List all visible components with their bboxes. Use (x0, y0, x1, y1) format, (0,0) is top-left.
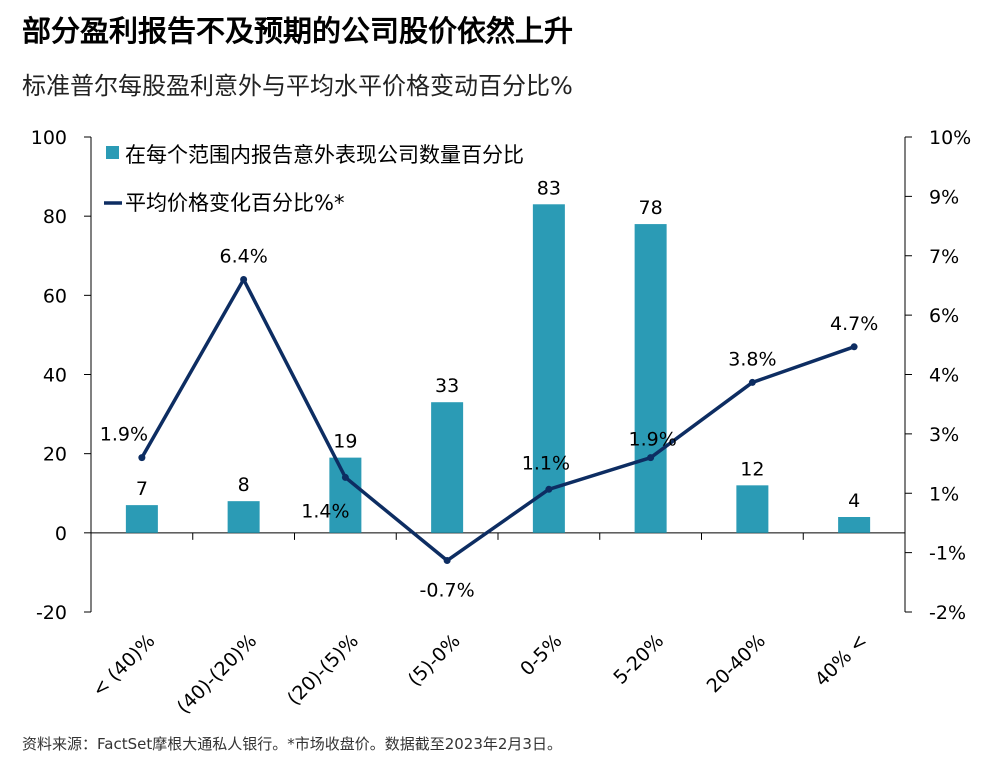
bar (838, 517, 871, 533)
bar-value-label: 33 (435, 375, 459, 397)
line-value-label: 6.4% (219, 246, 267, 268)
bar (532, 204, 565, 533)
line-value-label: -0.7% (420, 580, 475, 602)
line-point (341, 473, 349, 481)
category-label: < (40)% (88, 630, 159, 701)
left-axis-tick-label: 100 (31, 127, 67, 149)
line-point (647, 454, 655, 462)
line-point (748, 378, 756, 386)
left-axis-tick-label: -20 (36, 602, 67, 624)
category-label: (5)-0% (404, 630, 465, 691)
bar-value-label: 19 (333, 431, 357, 453)
right-axis-tick-label: 1% (929, 483, 959, 505)
bar-value-label: 78 (639, 197, 663, 219)
left-axis-tick-label: 20 (43, 444, 67, 466)
line-value-label: 3.8% (728, 348, 776, 370)
right-axis-tick-label: 10% (929, 127, 971, 149)
line-point (545, 485, 553, 493)
category-label: 40% < (811, 630, 872, 691)
source-note: 资料来源：FactSet摩根大通私人银行。*市场收盘价。数据截至2023年2月3… (22, 735, 562, 753)
line-value-label: 4.7% (830, 313, 878, 335)
left-axis-tick-label: 40 (43, 365, 67, 387)
bar (227, 501, 260, 533)
line-value-label: 1.4% (301, 500, 349, 522)
category-label: (40)-(20)% (173, 630, 261, 718)
bar (736, 485, 769, 533)
category-label: 20-40% (703, 630, 770, 697)
category-label: (20)-(5)% (283, 630, 363, 710)
line-point (138, 454, 146, 462)
right-axis-tick-label: 3% (929, 424, 959, 446)
legend-bar-swatch (106, 146, 119, 159)
legend-line-label: 平均价格变化百分比%* (125, 191, 344, 215)
right-axis-tick-label: 7% (929, 246, 959, 268)
line-value-label: 1.9% (100, 424, 148, 446)
bar (329, 457, 362, 533)
bar-value-label: 4 (848, 490, 860, 512)
right-axis-tick-label: -2% (929, 602, 966, 624)
line-value-label: 1.9% (628, 429, 676, 451)
legend-bar-label: 在每个范围内报告意外表现公司数量百分比 (125, 143, 524, 167)
bar (431, 402, 464, 533)
right-axis-tick-label: 4% (929, 365, 959, 387)
right-axis-tick-label: 6% (929, 305, 959, 327)
line-point (240, 276, 248, 283)
chart-title: 部分盈利报告不及预期的公司股价依然上升 (22, 14, 574, 48)
right-axis-tick-label: -1% (929, 543, 966, 565)
bar (634, 224, 667, 533)
category-label: 0-5% (516, 630, 566, 680)
left-axis-tick-label: 80 (43, 206, 67, 228)
line-value-label: 1.1% (522, 452, 570, 474)
bar-value-label: 8 (238, 474, 250, 496)
left-axis-tick-label: 0 (55, 523, 67, 545)
bar (125, 505, 158, 533)
chart-subtitle: 标准普尔每股盈利意外与平均水平价格变动百分比% (22, 72, 573, 100)
left-axis-tick-label: 60 (43, 285, 67, 307)
category-label: 5-20% (609, 630, 668, 689)
bar-value-label: 83 (537, 177, 561, 199)
line-point (443, 557, 451, 565)
line-series (140, 275, 855, 563)
bar-value-label: 12 (740, 458, 764, 480)
bar-value-label: 7 (136, 478, 148, 500)
right-axis-tick-label: 9% (929, 186, 959, 208)
line-point (850, 343, 858, 351)
